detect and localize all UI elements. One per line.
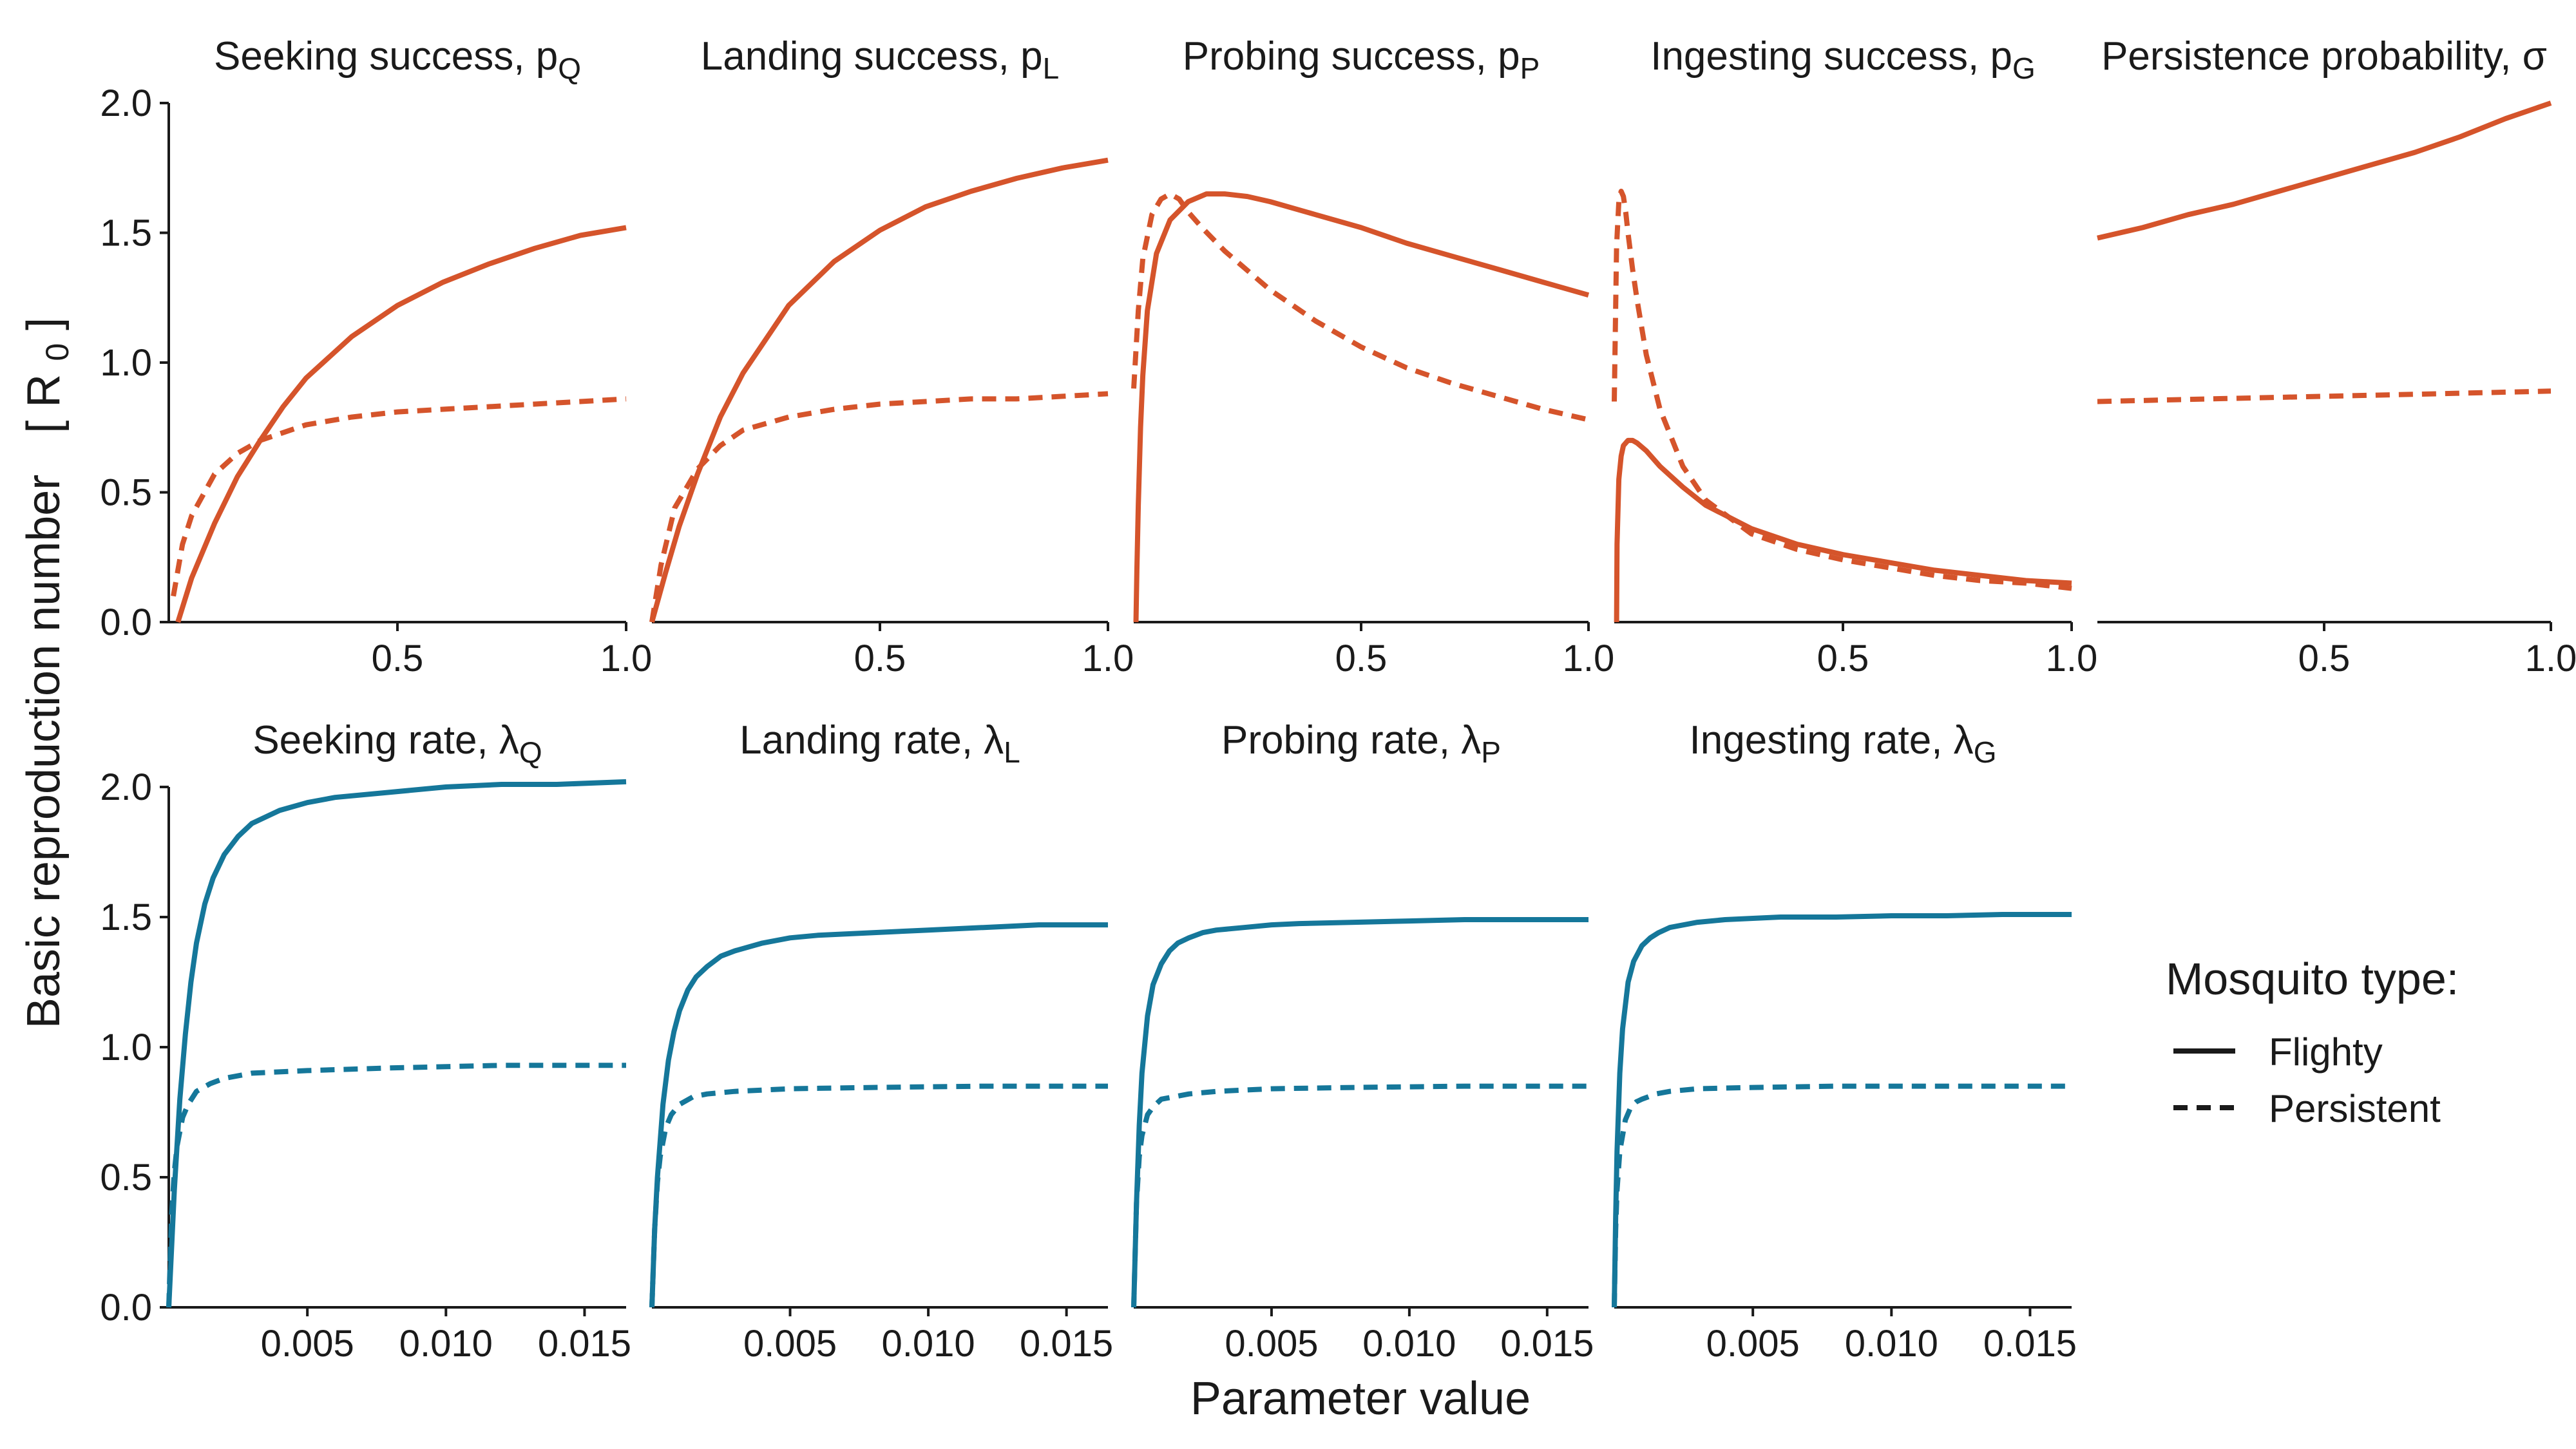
y-tick-label: 2.0 [100,82,152,124]
y-tick-label: 1.5 [100,213,152,254]
x-tick-label: 0.015 [1020,1323,1113,1365]
y-axis-title-bracket-open: [ [18,421,70,433]
x-tick-label: 0.015 [538,1323,631,1365]
panel-4: Ingesting success, pG 0.5 1.0 [1612,34,2098,679]
series-line-solid [1131,917,1589,1308]
panel-5: Persistence probability, σ 0.5 1.0 [2097,34,2576,679]
y-tick-label: 2.0 [100,766,152,808]
panel-title-subscript: Q [519,735,542,769]
x-tick-label: 0.005 [1706,1323,1800,1365]
series-line-dashed [1131,1083,1589,1308]
y-tick-label: 1.0 [100,1027,152,1068]
panel-title-subscript: L [1004,735,1020,769]
y-tick-label: 0.0 [100,601,152,643]
x-tick-label: 0.010 [1845,1323,1938,1365]
series-line-solid [649,157,1109,623]
panel-title-main: Landing rate, λ [739,718,1004,762]
y-axis-title-subscript: 0 [39,343,75,361]
x-tick-label: 1.0 [600,638,653,679]
panel-title: Probing success, pP [1183,34,1540,85]
panel-3: Probing success, pP 0.5 1.0 [1131,34,1615,679]
series-line-dashed [1612,189,2072,591]
panel-title-main: Ingesting success, p [1650,34,2012,79]
series-line-dashed [649,391,1109,623]
panel-title: Seeking rate, λQ [253,718,542,769]
panel-title: Probing rate, λP [1221,718,1501,769]
series-line-solid [1133,191,1590,623]
panel-title-main: Landing success, p [701,34,1043,79]
panel-title-subscript: Q [558,52,581,85]
panel-title-main: Seeking success, p [214,34,558,79]
series-line-solid [175,225,627,623]
x-tick-label: 0.010 [1362,1323,1456,1365]
y-tick-label: 1.5 [100,896,152,938]
x-axis-title: Parameter value [1190,1373,1531,1425]
panel-6: Seeking rate, λQ 0.0 0.5 1.0 1.5 2.0 0.005 0.01… [100,718,631,1365]
panel-title-main: Ingesting rate, λ [1690,718,1974,762]
legend-label-flighty: Flighty [2269,1030,2383,1074]
y-axis-title-main: Basic reproduction number [18,475,70,1028]
y-axis-title: Basic reproduction number [ R 0 ] [18,317,79,1028]
legend-title: Mosquito type: [2166,954,2459,1004]
x-tick-label: 0.015 [1500,1323,1594,1365]
series-line-solid [1612,912,2072,1308]
series-line-solid [649,922,1108,1308]
series-line-solid [1614,437,2072,623]
x-tick-label: 1.0 [1563,638,1615,679]
legend-label-persistent: Persistent [2269,1087,2441,1130]
x-tick-label: 0.015 [1983,1323,2077,1365]
panel-title: Landing success, pL [701,34,1059,85]
panel-title: Ingesting success, pG [1650,34,2036,85]
y-tick-label: 0.5 [100,1157,152,1198]
panel-title-subscript: G [2012,52,2036,85]
panel-title-subscript: G [1974,735,1997,769]
series-line-dashed [2097,388,2552,404]
x-tick-label: 0.5 [1817,638,1869,679]
x-tick-label: 0.005 [743,1323,837,1365]
legend: Mosquito type: Flighty Persistent [2166,954,2459,1130]
series-line-solid [2097,100,2552,241]
panel-1: Seeking success, pQ 0.0 0.5 1.0 1.5 2.0 0.5 1.0 [100,34,652,679]
x-tick-label: 0.5 [1335,638,1388,679]
x-tick-label: 0.5 [372,638,424,679]
x-tick-label: 0.010 [399,1323,493,1365]
x-tick-label: 0.005 [1225,1323,1318,1365]
y-axis-title-bracket-close: ] [18,317,70,330]
x-tick-label: 1.0 [2046,638,2098,679]
series-line-dashed [1131,191,1589,422]
series-line-solid [166,779,627,1308]
x-tick-label: 1.0 [2525,638,2576,679]
panel-title: Persistence probability, σ [2101,34,2547,79]
panel-title-subscript: L [1043,52,1060,85]
panel-title-main: Seeking rate, λ [253,718,519,762]
panel-2: Landing success, pL 0.5 1.0 [649,34,1134,679]
y-tick-label: 1.0 [100,342,152,384]
panels: Seeking success, pQ0.00.51.01.52.00.5 1.0… [100,34,2576,1365]
panel-8: Probing rate, λP 0.005 0.010 0.015 [1131,718,1594,1365]
panel-title: Ingesting rate, λG [1690,718,1997,769]
x-tick-label: 0.005 [261,1323,354,1365]
y-tick-label: 0.0 [100,1287,152,1329]
x-tick-label: 0.5 [2298,638,2351,679]
series-line-dashed [1612,1083,2072,1308]
panel-title-subscript: P [1481,735,1501,769]
series-line-dashed [649,1083,1108,1308]
panel-title-main: Persistence probability, σ [2101,34,2547,79]
panel-title: Landing rate, λL [739,718,1020,769]
panel-9: Ingesting rate, λG 0.005 0.010 0.015 [1612,718,2077,1365]
x-tick-label: 0.010 [882,1323,975,1365]
panel-title-main: Probing rate, λ [1221,718,1481,762]
series-line-dashed [171,396,627,597]
panel-title-subscript: P [1520,52,1540,85]
panel-7: Landing rate, λL 0.005 0.010 0.015 [649,718,1113,1365]
y-tick-label: 0.5 [100,472,152,514]
panel-title: Seeking success, pQ [214,34,581,85]
y-axis-title-symbol: R [18,374,70,408]
panel-title-main: Probing success, p [1183,34,1520,79]
series-line-dashed [166,1063,626,1308]
x-tick-label: 0.5 [854,638,906,679]
x-tick-label: 1.0 [1082,638,1134,679]
